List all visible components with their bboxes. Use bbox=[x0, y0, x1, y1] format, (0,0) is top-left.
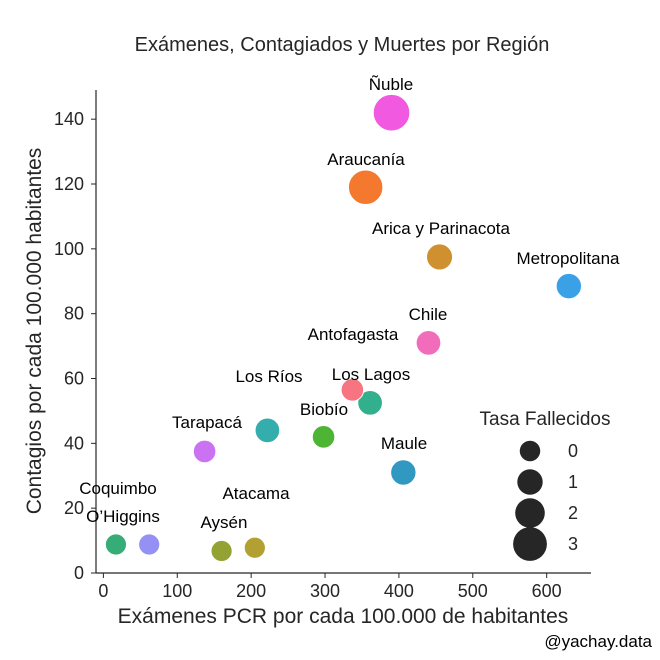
legend-label: 0 bbox=[568, 441, 578, 461]
data-point bbox=[340, 378, 365, 402]
point-label: Araucanía bbox=[327, 150, 405, 169]
data-point bbox=[425, 243, 454, 271]
data-point bbox=[347, 169, 384, 205]
point-label: Antofagasta bbox=[308, 325, 399, 344]
legend-marker bbox=[513, 527, 547, 561]
x-tick-label: 200 bbox=[236, 581, 266, 601]
point-label: Los Lagos bbox=[332, 365, 410, 384]
point-label: Arica y Parinacota bbox=[372, 219, 510, 238]
data-point bbox=[390, 459, 417, 486]
x-tick-label: 100 bbox=[162, 581, 192, 601]
legend-label: 1 bbox=[568, 472, 578, 492]
legend-label: 2 bbox=[568, 503, 578, 523]
y-axis-label: Contagios por cada 100.000 habitantes bbox=[23, 148, 46, 515]
y-tick-label: 140 bbox=[54, 109, 84, 129]
point-label: Atacama bbox=[222, 484, 290, 503]
legend-marker bbox=[519, 440, 541, 462]
y-tick-label: 100 bbox=[54, 239, 84, 259]
data-point bbox=[254, 417, 281, 444]
point-label: Metropolitana bbox=[516, 249, 620, 268]
data-point bbox=[138, 533, 161, 556]
x-tick-label: 400 bbox=[384, 581, 414, 601]
point-label: Biobío bbox=[300, 400, 348, 419]
point-label: Maule bbox=[381, 434, 427, 453]
x-tick-label: 600 bbox=[532, 581, 562, 601]
y-tick-label: 40 bbox=[64, 433, 84, 453]
chart-title: Exámenes, Contagiados y Muertes por Regi… bbox=[135, 34, 550, 56]
x-ticks: 0 100 200 300 400 500 600 bbox=[98, 573, 562, 601]
x-tick-label: 300 bbox=[310, 581, 340, 601]
x-tick-label: 0 bbox=[98, 581, 108, 601]
point-label: Tarapacá bbox=[172, 413, 242, 432]
data-point bbox=[415, 329, 442, 356]
data-point bbox=[210, 539, 233, 563]
data-point bbox=[192, 439, 217, 464]
y-tick-label: 120 bbox=[54, 174, 84, 194]
point-labels: Ñuble Araucanía Arica y Parinacota Metropol… bbox=[79, 75, 620, 532]
data-point bbox=[555, 272, 583, 300]
size-legend: Tasa Fallecidos 0 1 2 3 bbox=[480, 409, 611, 561]
y-tick-label: 20 bbox=[64, 498, 84, 518]
data-point bbox=[357, 389, 383, 416]
point-label: Chile bbox=[409, 305, 448, 324]
point-label: Los Ríos bbox=[235, 367, 302, 386]
data-point bbox=[104, 533, 128, 556]
y-tick-label: 80 bbox=[64, 304, 84, 324]
point-label: Aysén bbox=[201, 513, 248, 532]
x-axis-label: Exámenes PCR por cada 100.000 de habitan… bbox=[118, 605, 569, 628]
y-tick-label: 60 bbox=[64, 369, 84, 389]
y-ticks: 0 20 40 60 80 100 120 140 bbox=[54, 109, 96, 583]
point-label: O’Higgins bbox=[86, 507, 160, 526]
axes bbox=[95, 90, 591, 574]
x-tick-label: 500 bbox=[458, 581, 488, 601]
legend-marker bbox=[517, 469, 543, 495]
data-point bbox=[372, 93, 411, 132]
data-points bbox=[104, 93, 583, 563]
credit-text: @yachay.data bbox=[544, 632, 652, 651]
point-label: Coquimbo bbox=[79, 479, 157, 498]
y-tick-label: 0 bbox=[74, 563, 84, 583]
data-point bbox=[243, 536, 266, 559]
legend-title: Tasa Fallecidos bbox=[480, 409, 611, 430]
point-label: Ñuble bbox=[369, 75, 413, 94]
data-point bbox=[311, 425, 336, 449]
legend-label: 3 bbox=[568, 534, 578, 554]
legend-marker bbox=[515, 498, 545, 528]
